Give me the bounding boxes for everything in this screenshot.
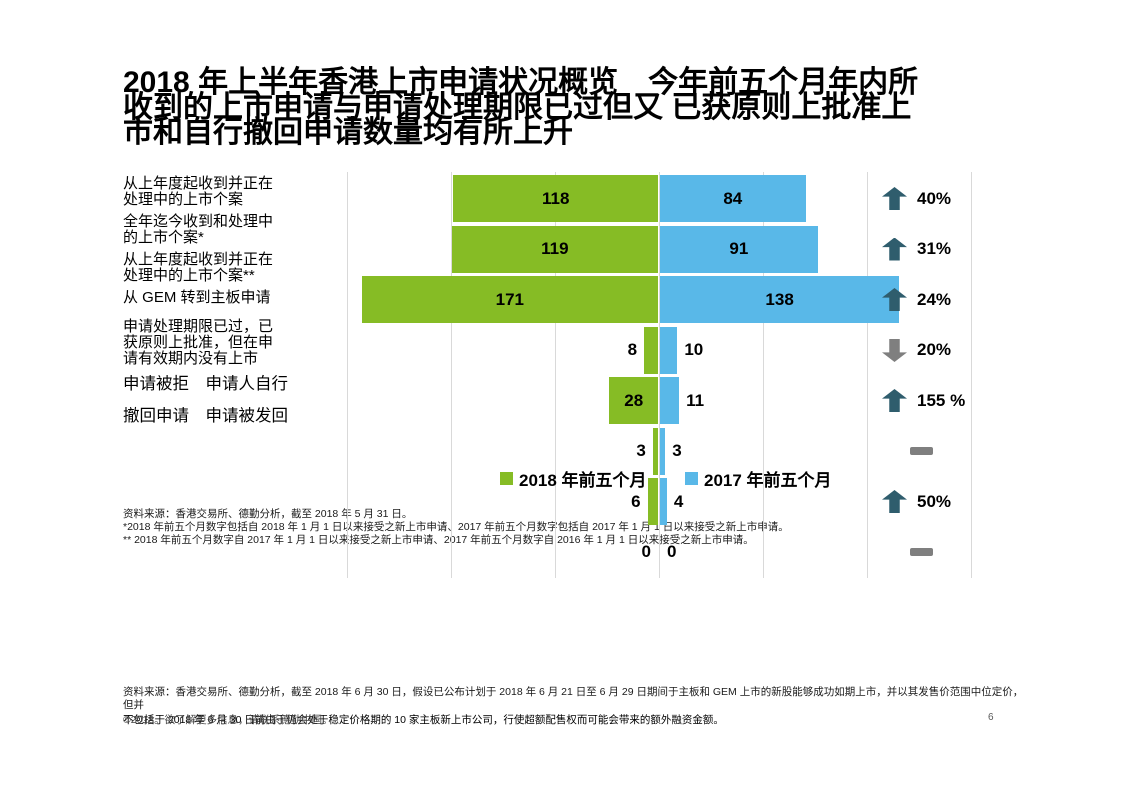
category-label-line: 全年迄今收到和处理中 [123,213,274,230]
value-2017: 84 [723,188,743,208]
legend-label: 2017 年前五个月 [704,471,832,490]
value-2018: 119 [541,239,569,258]
legend-item-2018: 2018 年前五个月 [500,466,647,491]
category-label-line: 的上市个案* [123,229,204,246]
value-2018: 118 [542,188,570,208]
change-indicator: 24% [882,276,951,323]
chart-row: 119 91 31% [0,225,1122,273]
category-label-line: 获原则上批准，但在申 [123,334,274,351]
legend-item-2017: 2017 年前五个月 [685,466,832,491]
value-2017: 3 [672,441,682,460]
bar-2018: 118 [453,175,658,222]
value-2018: 28 [624,390,644,410]
category-label-line: 撤回申请 申请被发回 [123,407,288,425]
chart-footnote: 资料来源：香港交易所、德勤分析，截至 2018 年 5 月 31 日。 [123,508,413,520]
category-label-line: 从上年度起收到并正在 [123,251,274,268]
value-2018: 171 [495,289,524,309]
change-percent: 24% [917,289,952,309]
footer-note: 资料来源：香港交易所、德勤分析，截至 2018 年 6 月 30 日，假设已公布… [123,686,1024,711]
value-2018: 3 [636,441,646,460]
change-percent: 31% [917,239,952,258]
bar-2017: 84 [660,175,806,222]
chart-row: 28 11 155 % [0,377,1122,424]
no-change-dash-icon [910,447,933,455]
value-2018: 0 [641,542,651,561]
chart-row: 6 4 50% [0,478,1122,525]
footer-copyright: ©2018。欲了解更多信息，请联系德勤中国。 [123,714,333,726]
change-arrow-icon [882,237,907,261]
legend-swatch-2017 [685,472,698,485]
change-indicator: 40% [882,175,951,222]
bar-2018: 3 [636,427,658,475]
chart-footnote: *2018 年前五个月数字包括自 2018 年 1 月 1 日以来接受之新上市申… [123,521,789,533]
category-label-line: 请有效期内没有上市 [123,350,259,367]
value-2017: 11 [686,390,705,410]
gridline [867,172,868,578]
change-arrow-icon [882,490,907,513]
category-label-line: 申请处理期限已过，已 [123,318,274,335]
page-number: 6 [988,712,994,723]
bar-2018: 119 [451,225,658,273]
title-line: 市和自行撤回申请数量均有所上升 [123,116,573,149]
value-2018: 6 [631,491,641,511]
change-arrow-icon [882,187,907,210]
change-indicator: 20% [882,327,951,374]
gridline [555,172,556,578]
value-2017: 138 [765,289,794,309]
chart-footnote: ** 2018 年前五个月数字自 2017 年 1 月 1 日以来接受之新上市申… [123,534,754,546]
gridline [347,172,348,578]
legend-swatch-2018 [500,472,513,485]
chart-row: 118 84 40% [0,175,1122,222]
value-2018: 8 [627,340,638,359]
category-label-line: 从 GEM 转到主板申请 [123,289,271,306]
title-line: 2018 年上半年香港上市申请状况概览 今年前五个月年内所 [123,66,919,99]
change-percent: 40% [917,188,952,208]
change-indicator [882,428,933,475]
bar-2017: 10 [660,326,703,374]
value-2017: 4 [673,491,684,511]
change-indicator: 155 % [882,377,965,424]
change-arrow-icon [882,339,907,362]
category-label-line: 申请被拒 申请人自行 [123,375,288,393]
gridline [659,172,660,578]
value-2017: 91 [729,239,749,258]
page-title: 2018 年上半年香港上市申请状况概览 今年前五个月年内所 收到的上市申请与申请… [123,66,1003,149]
chart-row: 3 3 [0,427,1122,475]
bar-2018: 6 [631,478,658,525]
footer-note-2: 不包括于 2018 年 6 月 30 日前由于仍会处于稳定价格期的 10 家主板… [123,714,724,726]
bar-2017: 91 [660,225,818,273]
change-arrow-icon [882,389,907,412]
chart-row: 171 138 24% [0,276,1122,323]
change-percent: 50% [917,491,952,511]
category-label-line: 从上年度起收到并正在 [123,175,274,192]
gridline [763,172,764,578]
category-label-line: 处理中的上市个案 [123,191,244,208]
bar-2018: 171 [361,276,658,323]
no-change-dash-icon [910,548,933,556]
chart-row: 0 0 [0,529,1122,576]
change-indicator [882,529,933,576]
change-percent: 155 % [917,390,966,410]
change-indicator: 31% [882,226,951,273]
bar-2017: 4 [660,478,683,525]
title-line: 收到的上市申请与申请处理期限已过但又 已获原则上批准上 [123,91,912,124]
bar-2017: 3 [660,427,682,475]
change-percent: 20% [917,340,952,359]
legend-label: 2018 年前五个月 [519,471,647,490]
gridline [971,172,972,578]
bar-2017: 11 [660,377,704,424]
bar-2018: 28 [609,377,658,424]
value-2017: 10 [684,340,704,359]
value-2017: 0 [667,542,677,561]
category-label-line: 处理中的上市个案** [123,267,255,284]
bar-2017: 138 [660,276,900,323]
change-indicator: 50% [882,478,951,525]
chart-row: 8 10 20% [0,326,1122,374]
change-arrow-icon [882,288,907,311]
gridline [451,172,452,578]
bar-2018: 8 [628,326,658,374]
